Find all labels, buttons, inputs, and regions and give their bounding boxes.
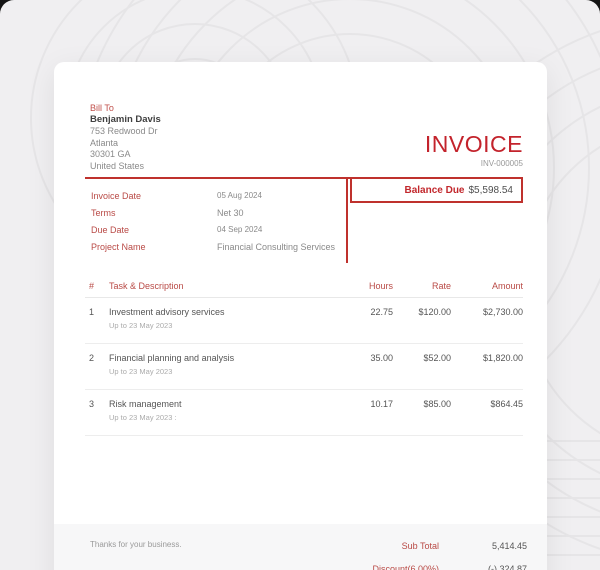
invoice-details: Invoice Date 05 Aug 2024 Terms Net 30 Du…	[85, 179, 348, 263]
detail-value: Net 30	[217, 207, 244, 218]
invoice-title: INVOICE	[424, 131, 523, 157]
row-task-title: Financial planning and analysis	[109, 353, 235, 363]
header-rate: Rate	[431, 281, 451, 291]
detail-label: Project Name	[91, 241, 146, 252]
header-index: #	[89, 281, 95, 291]
bill-to-label: Bill To	[90, 103, 114, 113]
table-row: 2 Financial planning and analysis Up to …	[85, 344, 523, 390]
bill-to-name: Benjamin Davis	[90, 114, 161, 125]
detail-row-project-name: Project Name Financial Consulting Servic…	[91, 238, 346, 255]
background-decor-lines	[542, 440, 600, 570]
subtotal-value: 5,414.45	[491, 540, 527, 551]
line-items-table: # Task & Description Hours Rate Amount 1…	[85, 277, 523, 436]
balance-due-amount: $5,598.54	[468, 184, 514, 196]
row-hours: 35.00	[370, 353, 393, 363]
row-hours: 10.17	[370, 399, 393, 409]
detail-row-invoice-date: Invoice Date 05 Aug 2024	[91, 187, 346, 204]
bill-to-address-line: Atlanta	[90, 137, 119, 148]
row-amount: $864.45	[490, 399, 523, 409]
invoice-number: INV-000005	[480, 159, 523, 168]
card-spacer	[54, 436, 547, 524]
detail-value: Financial Consulting Services	[217, 241, 336, 252]
row-rate: $120.00	[418, 307, 451, 317]
detail-row-terms: Terms Net 30	[91, 204, 346, 221]
balance-due-box: Balance Due $5,598.54	[350, 179, 523, 203]
detail-label: Due Date	[91, 224, 130, 235]
row-index: 2	[89, 353, 95, 363]
totals-summary: Sub Total 5,414.45 Discount(6.00%) (-) 3…	[322, 534, 527, 570]
subtotal-label: Sub Total	[401, 540, 439, 551]
row-index: 3	[89, 399, 95, 409]
bill-to-block: Bill To Benjamin Davis 753 Redwood Dr At…	[90, 102, 161, 172]
row-task-subtext: Up to 23 May 2023	[109, 367, 173, 376]
invoice-details-section: Invoice Date 05 Aug 2024 Terms Net 30 Du…	[85, 177, 523, 263]
header-hours: Hours	[368, 281, 393, 291]
detail-value: 04 Sep 2024	[217, 225, 263, 234]
row-task-cell: Risk management Up to 23 May 2023 :	[109, 398, 313, 423]
bill-to-address-line: 753 Redwood Dr	[90, 126, 158, 136]
discount-label: Discount(6.00%)	[372, 563, 439, 570]
row-task-title: Risk management	[109, 399, 182, 409]
row-amount: $2,730.00	[482, 307, 523, 317]
thanks-note: Thanks for your business.	[90, 540, 182, 549]
discount-row: Discount(6.00%) (-) 324.87	[322, 557, 527, 570]
table-row: 3 Risk management Up to 23 May 2023 : 10…	[85, 390, 523, 436]
detail-label: Terms	[91, 207, 116, 218]
discount-value: (-) 324.87	[487, 563, 527, 570]
table-row: 1 Investment advisory services Up to 23 …	[85, 298, 523, 344]
header-amount: Amount	[491, 281, 523, 291]
row-rate: $85.00	[423, 399, 451, 409]
row-task-cell: Financial planning and analysis Up to 23…	[109, 352, 313, 377]
table-header-row: # Task & Description Hours Rate Amount	[85, 277, 523, 298]
invoice-card: Bill To Benjamin Davis 753 Redwood Dr At…	[54, 62, 547, 570]
row-task-title: Investment advisory services	[109, 307, 225, 317]
row-amount: $1,820.00	[482, 353, 523, 363]
invoice-header: Bill To Benjamin Davis 753 Redwood Dr At…	[54, 62, 547, 172]
subtotal-row: Sub Total 5,414.45	[322, 534, 527, 557]
invoice-footer: Thanks for your business. Sub Total 5,41…	[54, 524, 547, 570]
bill-to-address-line: United States	[90, 160, 145, 171]
row-task-cell: Investment advisory services Up to 23 Ma…	[109, 306, 313, 331]
row-index: 1	[89, 307, 95, 317]
header-task: Task & Description	[109, 281, 184, 291]
row-hours: 22.75	[370, 307, 393, 317]
row-rate: $52.00	[423, 353, 451, 363]
row-task-subtext: Up to 23 May 2023	[109, 321, 173, 330]
detail-row-due-date: Due Date 04 Sep 2024	[91, 221, 346, 238]
detail-label: Invoice Date	[91, 190, 142, 201]
invoice-title-block: INVOICE INV-000005	[425, 131, 523, 172]
bill-to-address-line: 30301 GA	[90, 149, 131, 159]
row-task-subtext: Up to 23 May 2023 :	[109, 413, 177, 422]
balance-due-label: Balance Due	[404, 184, 465, 196]
detail-value: 05 Aug 2024	[217, 191, 262, 200]
